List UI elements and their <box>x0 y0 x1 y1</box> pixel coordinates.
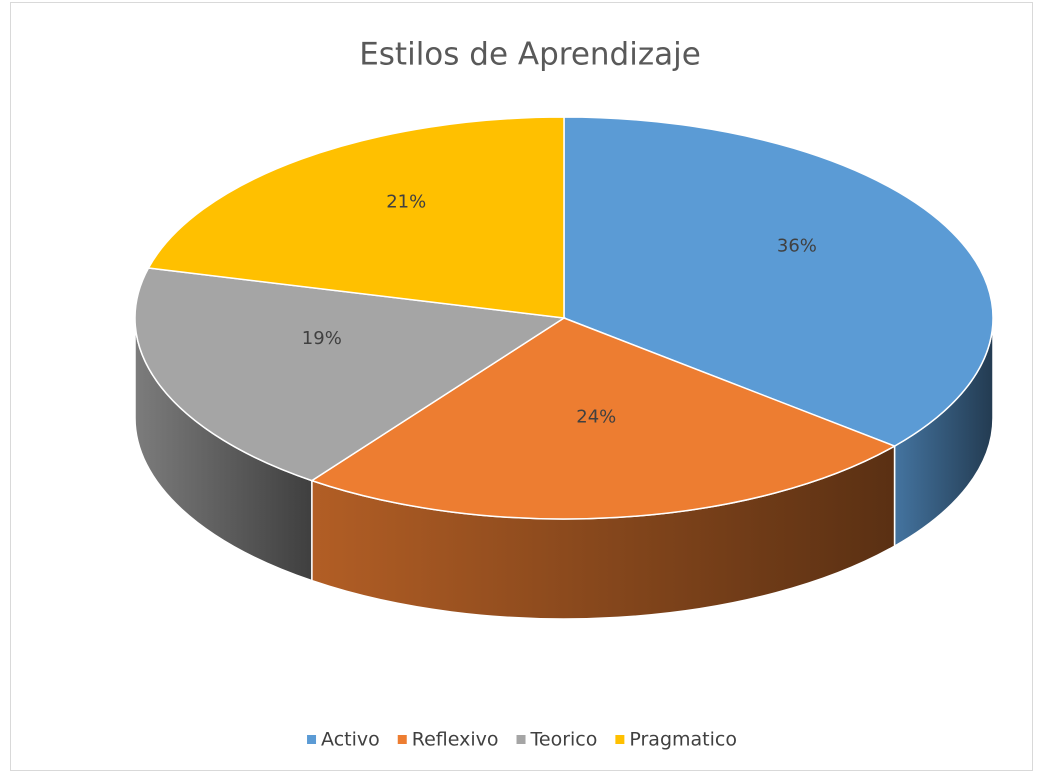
legend-swatch <box>397 735 407 744</box>
data-label: 24% <box>576 407 616 428</box>
chart-title: Estilos de Aprendizaje <box>359 37 701 73</box>
slice <box>310 317 897 520</box>
data-label: 36% <box>777 236 817 257</box>
legend-label: Pragmatico <box>629 729 737 751</box>
legend-label: Reflexivo <box>412 729 499 751</box>
legend-swatch <box>516 735 526 744</box>
data-label: 19% <box>302 328 342 349</box>
legend-swatch <box>307 735 317 744</box>
legend-label: Activo <box>321 729 380 751</box>
legend-label: Teorico <box>530 729 598 751</box>
legend-swatch <box>615 735 625 744</box>
slice <box>563 116 994 447</box>
slice <box>134 267 567 482</box>
data-label: 21% <box>386 192 426 213</box>
slice <box>147 116 565 319</box>
